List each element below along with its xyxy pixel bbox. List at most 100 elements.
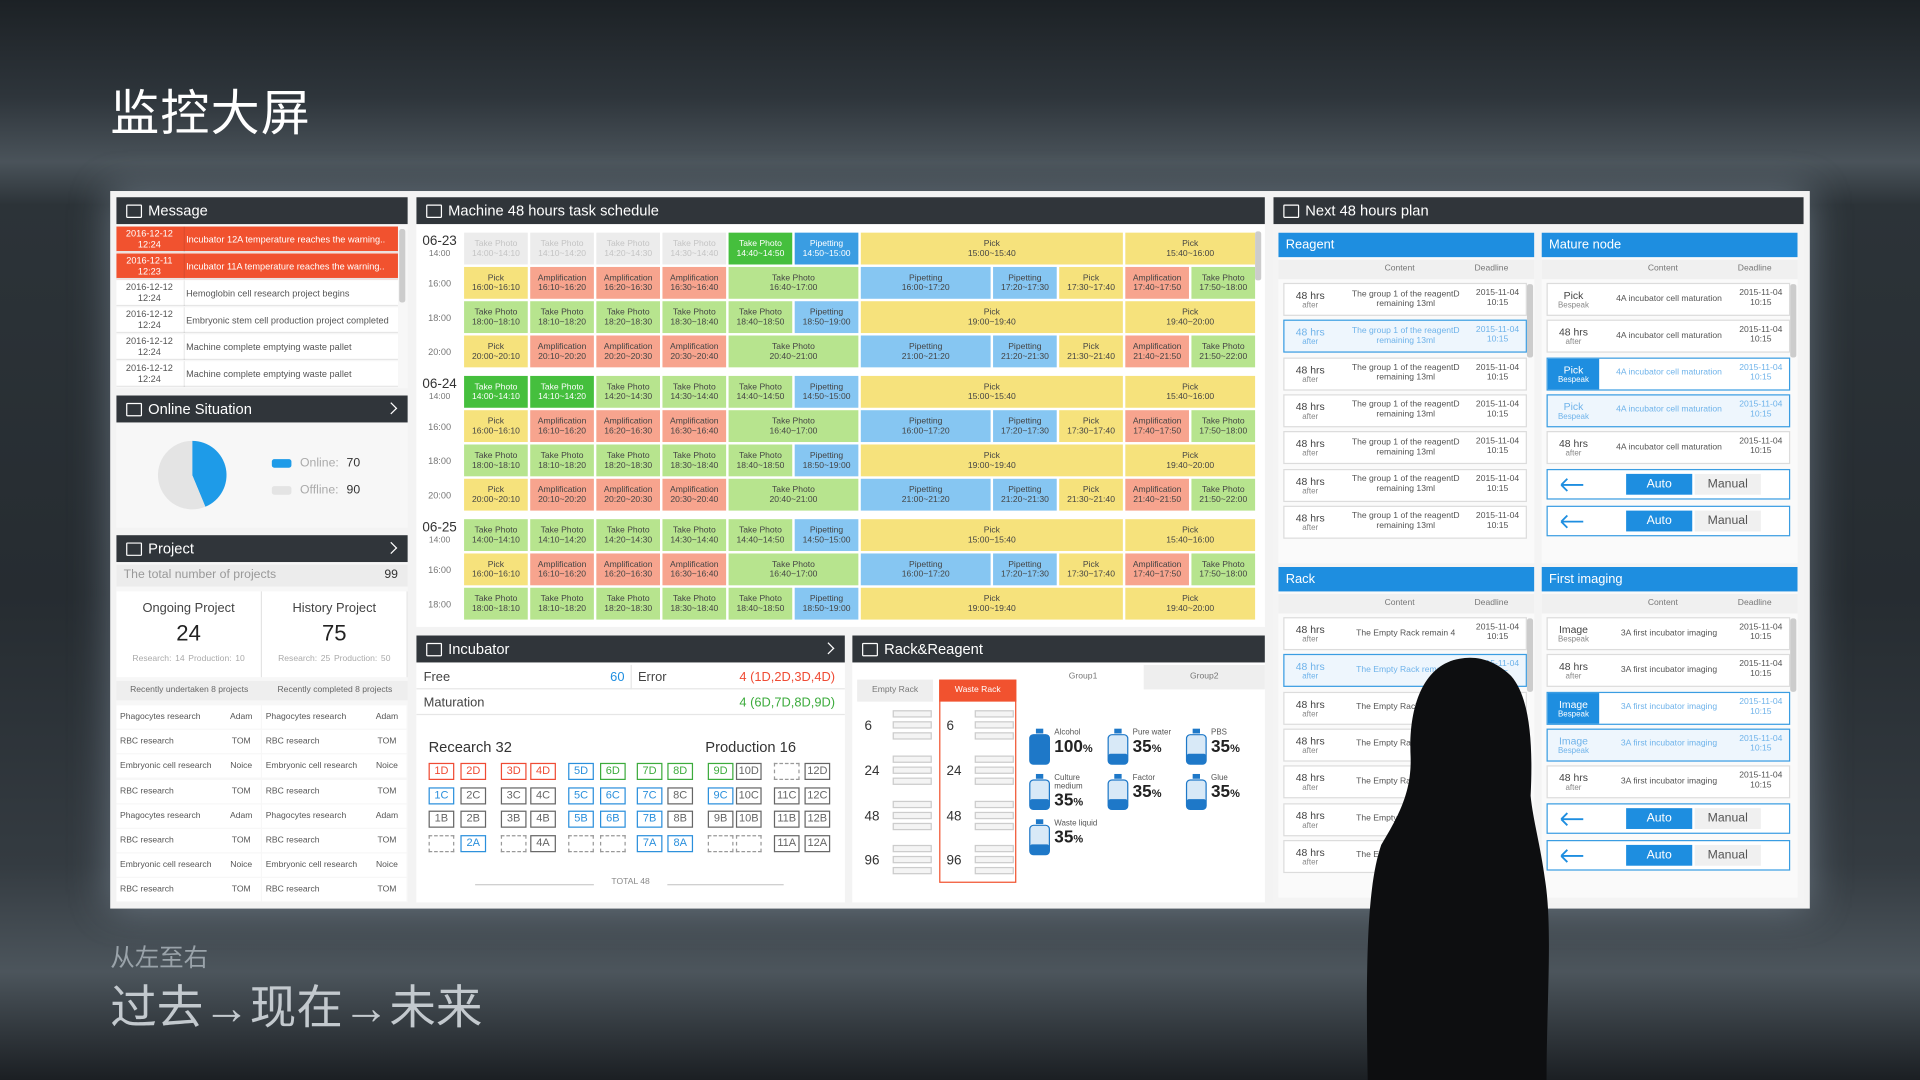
- incubator-slot[interactable]: [600, 835, 626, 853]
- task-cell[interactable]: Amplification 21:40~21:50: [1125, 478, 1189, 511]
- task-cell[interactable]: Take Photo 18:00~18:10: [464, 301, 528, 334]
- incubator-slot[interactable]: 1D: [428, 762, 455, 780]
- task-cell[interactable]: Pipetting 18:50~19:00: [794, 587, 859, 620]
- task-cell[interactable]: Pipetting 18:50~19:00: [794, 444, 859, 477]
- group-tab[interactable]: Group2: [1143, 664, 1265, 690]
- mode-button[interactable]: Manual: [1694, 844, 1761, 866]
- incubator-slot[interactable]: 8D: [667, 762, 694, 780]
- incubator-slot[interactable]: 8C: [667, 787, 694, 805]
- task-cell[interactable]: Take Photo 18:00~18:10: [464, 444, 528, 477]
- task-cell[interactable]: Pick 15:40~16:00: [1125, 519, 1256, 552]
- incubator-slot[interactable]: 6D: [600, 762, 626, 780]
- task-cell[interactable]: Pipetting 16:00~17:20: [860, 410, 991, 443]
- incubator-slot[interactable]: 2B: [460, 810, 487, 828]
- task-cell[interactable]: Take Photo 20:40~21:00: [728, 478, 859, 511]
- task-cell[interactable]: Take Photo 14:30~14:40: [662, 519, 727, 552]
- incubator-slot[interactable]: 8B: [667, 810, 694, 828]
- incubator-slot[interactable]: 11C: [773, 787, 800, 805]
- task-cell[interactable]: Amplification 16:20~16:30: [596, 410, 660, 443]
- task-cell[interactable]: Amplification 17:40~17:50: [1125, 553, 1189, 586]
- task-cell[interactable]: Take Photo 18:30~18:40: [662, 301, 727, 334]
- task-cell[interactable]: Take Photo 14:10~14:20: [530, 375, 594, 408]
- task-cell[interactable]: Pipetting 14:50~15:00: [794, 519, 859, 552]
- mode-button[interactable]: Auto: [1626, 473, 1693, 495]
- plan-row[interactable]: Pick Bespeak 4A incubator cell maturation 2…: [1546, 394, 1791, 428]
- task-cell[interactable]: Take Photo 18:40~18:50: [728, 444, 793, 477]
- task-cell[interactable]: Pipetting 21:00~21:20: [860, 335, 991, 368]
- task-cell[interactable]: Pick 17:30~17:40: [1059, 266, 1123, 299]
- plan-row[interactable]: 48 hrs after 3A first incubator imaging 201…: [1546, 765, 1791, 799]
- task-cell[interactable]: Pick 16:00~16:10: [464, 410, 528, 443]
- task-cell[interactable]: Pick 15:00~15:40: [860, 519, 1123, 552]
- plan-row[interactable]: Auto Manual: [1546, 505, 1791, 537]
- task-cell[interactable]: Pick 19:00~19:40: [860, 587, 1123, 620]
- mode-button[interactable]: Manual: [1694, 510, 1761, 532]
- task-cell[interactable]: Take Photo 18:00~18:10: [464, 587, 528, 620]
- task-cell[interactable]: Take Photo 14:20~14:30: [596, 232, 660, 265]
- group-tab[interactable]: Group1: [1022, 664, 1144, 690]
- plan-row[interactable]: Pick Bespeak 4A incubator cell maturation 2…: [1546, 282, 1791, 316]
- plan-row[interactable]: 48 hrs after The group 1 of the reagentD r…: [1283, 319, 1527, 354]
- task-cell[interactable]: Pick 17:30~17:40: [1059, 553, 1123, 586]
- incubator-slot[interactable]: 12D: [804, 762, 831, 780]
- task-cell[interactable]: Take Photo 14:30~14:40: [662, 232, 727, 265]
- incubator-slot[interactable]: 3C: [500, 787, 527, 805]
- task-cell[interactable]: Pick 20:00~20:10: [464, 335, 528, 368]
- mode-button[interactable]: Auto: [1626, 510, 1693, 532]
- task-cell[interactable]: Take Photo 18:20~18:30: [596, 587, 660, 620]
- task-cell[interactable]: Pick 15:40~16:00: [1125, 232, 1256, 265]
- incubator-slot[interactable]: 9C: [707, 787, 734, 805]
- incubator-slot[interactable]: [707, 835, 734, 853]
- incubator-slot[interactable]: 2C: [460, 787, 487, 805]
- plan-row[interactable]: Image Bespeak 3A first incubator imaging 20…: [1546, 728, 1791, 762]
- incubator-slot[interactable]: 9B: [707, 810, 734, 828]
- task-cell[interactable]: Take Photo 18:30~18:40: [662, 444, 727, 477]
- task-cell[interactable]: Pick 15:00~15:40: [860, 375, 1123, 408]
- incubator-slot[interactable]: [735, 835, 762, 853]
- plan-row[interactable]: 48 hrs after 4A incubator cell maturation 2…: [1546, 431, 1791, 465]
- task-cell[interactable]: Pick 16:00~16:10: [464, 266, 528, 299]
- incubator-slot[interactable]: 3D: [500, 762, 527, 780]
- task-cell[interactable]: Take Photo 14:10~14:20: [530, 232, 594, 265]
- task-cell[interactable]: Amplification 20:30~20:40: [662, 335, 727, 368]
- incubator-slot[interactable]: 4C: [530, 787, 556, 805]
- task-cell[interactable]: Pick 20:00~20:10: [464, 478, 528, 511]
- task-cell[interactable]: Take Photo 14:00~14:10: [464, 375, 528, 408]
- plan-row[interactable]: 48 hrs after 4A incubator cell maturation 2…: [1546, 319, 1791, 354]
- task-cell[interactable]: Take Photo 18:40~18:50: [728, 587, 793, 620]
- task-cell[interactable]: Amplification 16:30~16:40: [662, 410, 727, 443]
- task-cell[interactable]: Take Photo 18:10~18:20: [530, 587, 594, 620]
- incubator-slot[interactable]: 7B: [636, 810, 663, 828]
- task-cell[interactable]: Take Photo 21:50~22:00: [1191, 335, 1256, 368]
- plan-row[interactable]: Auto Manual: [1546, 802, 1791, 834]
- task-cell[interactable]: Take Photo 20:40~21:00: [728, 335, 859, 368]
- incubator-slot[interactable]: 5B: [568, 810, 594, 828]
- plan-row[interactable]: Pick Bespeak 4A incubator cell maturation 2…: [1546, 357, 1791, 391]
- task-cell[interactable]: Take Photo 16:40~17:00: [728, 553, 859, 586]
- task-cell[interactable]: Take Photo 18:30~18:40: [662, 587, 727, 620]
- incubator-slot[interactable]: 2D: [460, 762, 487, 780]
- task-cell[interactable]: Pipetting 21:20~21:30: [993, 335, 1057, 368]
- incubator-slot[interactable]: 10C: [735, 787, 762, 805]
- incubator-slot[interactable]: [568, 835, 594, 853]
- task-cell[interactable]: Amplification 16:30~16:40: [662, 266, 727, 299]
- task-cell[interactable]: Pipetting 16:00~17:20: [860, 553, 991, 586]
- task-cell[interactable]: Pipetting 18:50~19:00: [794, 301, 859, 334]
- task-cell[interactable]: Pipetting 14:50~15:00: [794, 232, 859, 265]
- incubator-slot[interactable]: 7A: [636, 835, 663, 853]
- incubator-slot[interactable]: 12B: [804, 810, 831, 828]
- incubator-slot[interactable]: [773, 762, 800, 780]
- mode-button[interactable]: Auto: [1626, 844, 1693, 866]
- task-cell[interactable]: Take Photo 14:00~14:10: [464, 519, 528, 552]
- incubator-slot[interactable]: 5C: [568, 787, 594, 805]
- incubator-slot[interactable]: 10D: [735, 762, 762, 780]
- mode-button[interactable]: Manual: [1694, 473, 1761, 495]
- incubator-slot[interactable]: 7D: [636, 762, 663, 780]
- task-cell[interactable]: Pick 21:30~21:40: [1059, 335, 1123, 368]
- task-cell[interactable]: Pick 16:00~16:10: [464, 553, 528, 586]
- task-cell[interactable]: Amplification 20:10~20:20: [530, 478, 594, 511]
- task-cell[interactable]: Take Photo 18:20~18:30: [596, 444, 660, 477]
- task-cell[interactable]: Take Photo 16:40~17:00: [728, 266, 859, 299]
- panel-header[interactable]: Online Situation: [116, 395, 408, 423]
